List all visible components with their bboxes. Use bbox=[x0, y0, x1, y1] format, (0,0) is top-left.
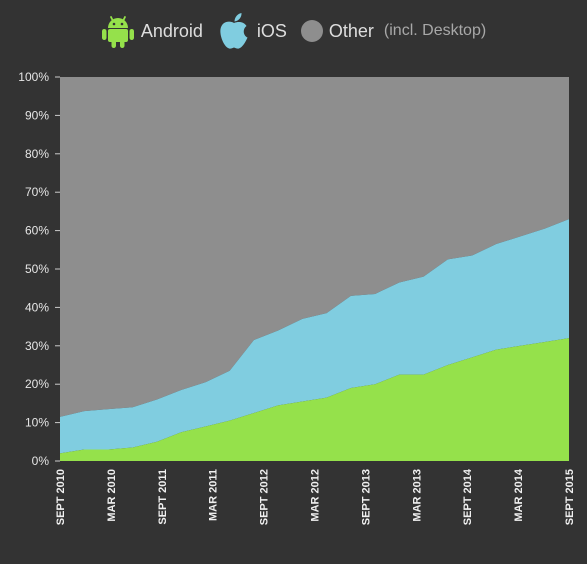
legend-label-android: Android bbox=[140, 20, 203, 41]
y-tick-label: 80% bbox=[25, 147, 49, 161]
y-tick-label: 0% bbox=[32, 454, 50, 468]
x-tick-label: MAR 2011 bbox=[208, 469, 220, 521]
legend-note-other: (incl. Desktop) bbox=[383, 22, 487, 39]
x-axis: SEPT 2010 MAR 2010 SEPT 2011 MAR 2011 SEPT 2… bbox=[55, 468, 576, 525]
x-tick-label: SEPT 2015 bbox=[564, 469, 576, 525]
x-tick-label: SEPT 2012 bbox=[259, 469, 271, 525]
chart-legend: Android iOS Other (incl. Desktop) bbox=[0, 8, 587, 54]
legend-item-other: Other (incl. Desktop) bbox=[300, 20, 487, 42]
x-tick-label: SEPT 2013 bbox=[360, 469, 372, 525]
legend-label-other: Other bbox=[328, 20, 374, 41]
y-tick-label: 10% bbox=[25, 416, 49, 430]
y-tick-label: 60% bbox=[25, 224, 49, 238]
x-tick-label: MAR 2013 bbox=[411, 469, 423, 522]
legend-item-android: Android bbox=[101, 12, 203, 50]
legend-label-ios: iOS bbox=[256, 20, 287, 41]
y-tick-label: 20% bbox=[25, 377, 49, 391]
area-other bbox=[60, 77, 569, 417]
y-tick-label: 90% bbox=[25, 108, 49, 122]
x-tick-label: SEPT 2010 bbox=[55, 469, 67, 525]
y-tick-label: 100% bbox=[18, 70, 49, 84]
x-tick-label: SEPT 2011 bbox=[157, 469, 169, 525]
android-icon bbox=[101, 16, 134, 48]
area-ios bbox=[60, 219, 569, 454]
y-axis: 0% 10% 20% 30% 40% 50% 60% 70% 80% 90% 100% bbox=[18, 70, 60, 468]
area-android bbox=[60, 338, 569, 461]
apple-icon bbox=[220, 13, 248, 49]
circle-icon bbox=[300, 20, 323, 42]
x-tick-label: SEPT 2014 bbox=[462, 468, 474, 525]
x-tick-label: MAR 2012 bbox=[310, 469, 322, 522]
x-tick-label: MAR 2014 bbox=[513, 468, 525, 521]
y-tick-label: 70% bbox=[25, 185, 49, 199]
y-tick-label: 50% bbox=[25, 262, 49, 276]
y-tick-label: 40% bbox=[25, 300, 49, 314]
x-tick-label: MAR 2010 bbox=[106, 469, 118, 522]
y-tick-label: 30% bbox=[25, 339, 49, 353]
legend-item-ios: iOS bbox=[217, 11, 287, 51]
plot-area bbox=[60, 77, 569, 461]
